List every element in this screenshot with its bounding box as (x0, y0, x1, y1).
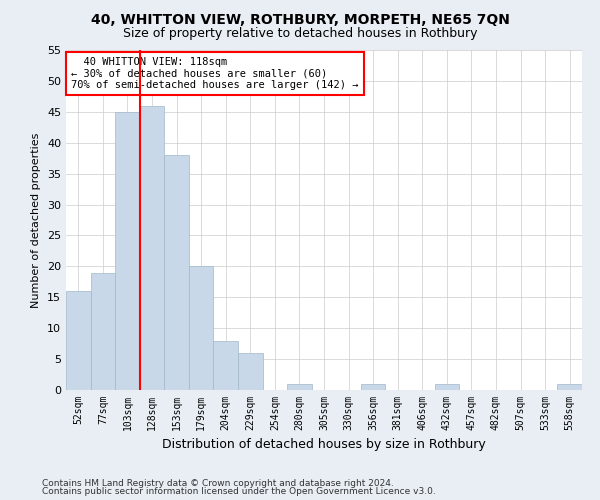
Bar (287, 384, 312, 390)
Bar (66, 291, 91, 390)
Text: Size of property relative to detached houses in Rothbury: Size of property relative to detached ho… (123, 28, 477, 40)
X-axis label: Distribution of detached houses by size in Rothbury: Distribution of detached houses by size … (162, 438, 486, 452)
Bar (91, 272, 115, 390)
Text: 40, WHITTON VIEW, ROTHBURY, MORPETH, NE65 7QN: 40, WHITTON VIEW, ROTHBURY, MORPETH, NE6… (91, 12, 509, 26)
Bar (557, 384, 582, 390)
Bar (361, 384, 385, 390)
Text: Contains HM Land Registry data © Crown copyright and database right 2024.: Contains HM Land Registry data © Crown c… (42, 478, 394, 488)
Bar (238, 353, 263, 390)
Bar (115, 112, 140, 390)
Bar (214, 340, 238, 390)
Text: Contains public sector information licensed under the Open Government Licence v3: Contains public sector information licen… (42, 487, 436, 496)
Bar (164, 155, 189, 390)
Bar (140, 106, 164, 390)
Bar (434, 384, 459, 390)
Y-axis label: Number of detached properties: Number of detached properties (31, 132, 41, 308)
Bar (189, 266, 214, 390)
Text: 40 WHITTON VIEW: 118sqm
← 30% of detached houses are smaller (60)
70% of semi-de: 40 WHITTON VIEW: 118sqm ← 30% of detache… (71, 57, 359, 90)
